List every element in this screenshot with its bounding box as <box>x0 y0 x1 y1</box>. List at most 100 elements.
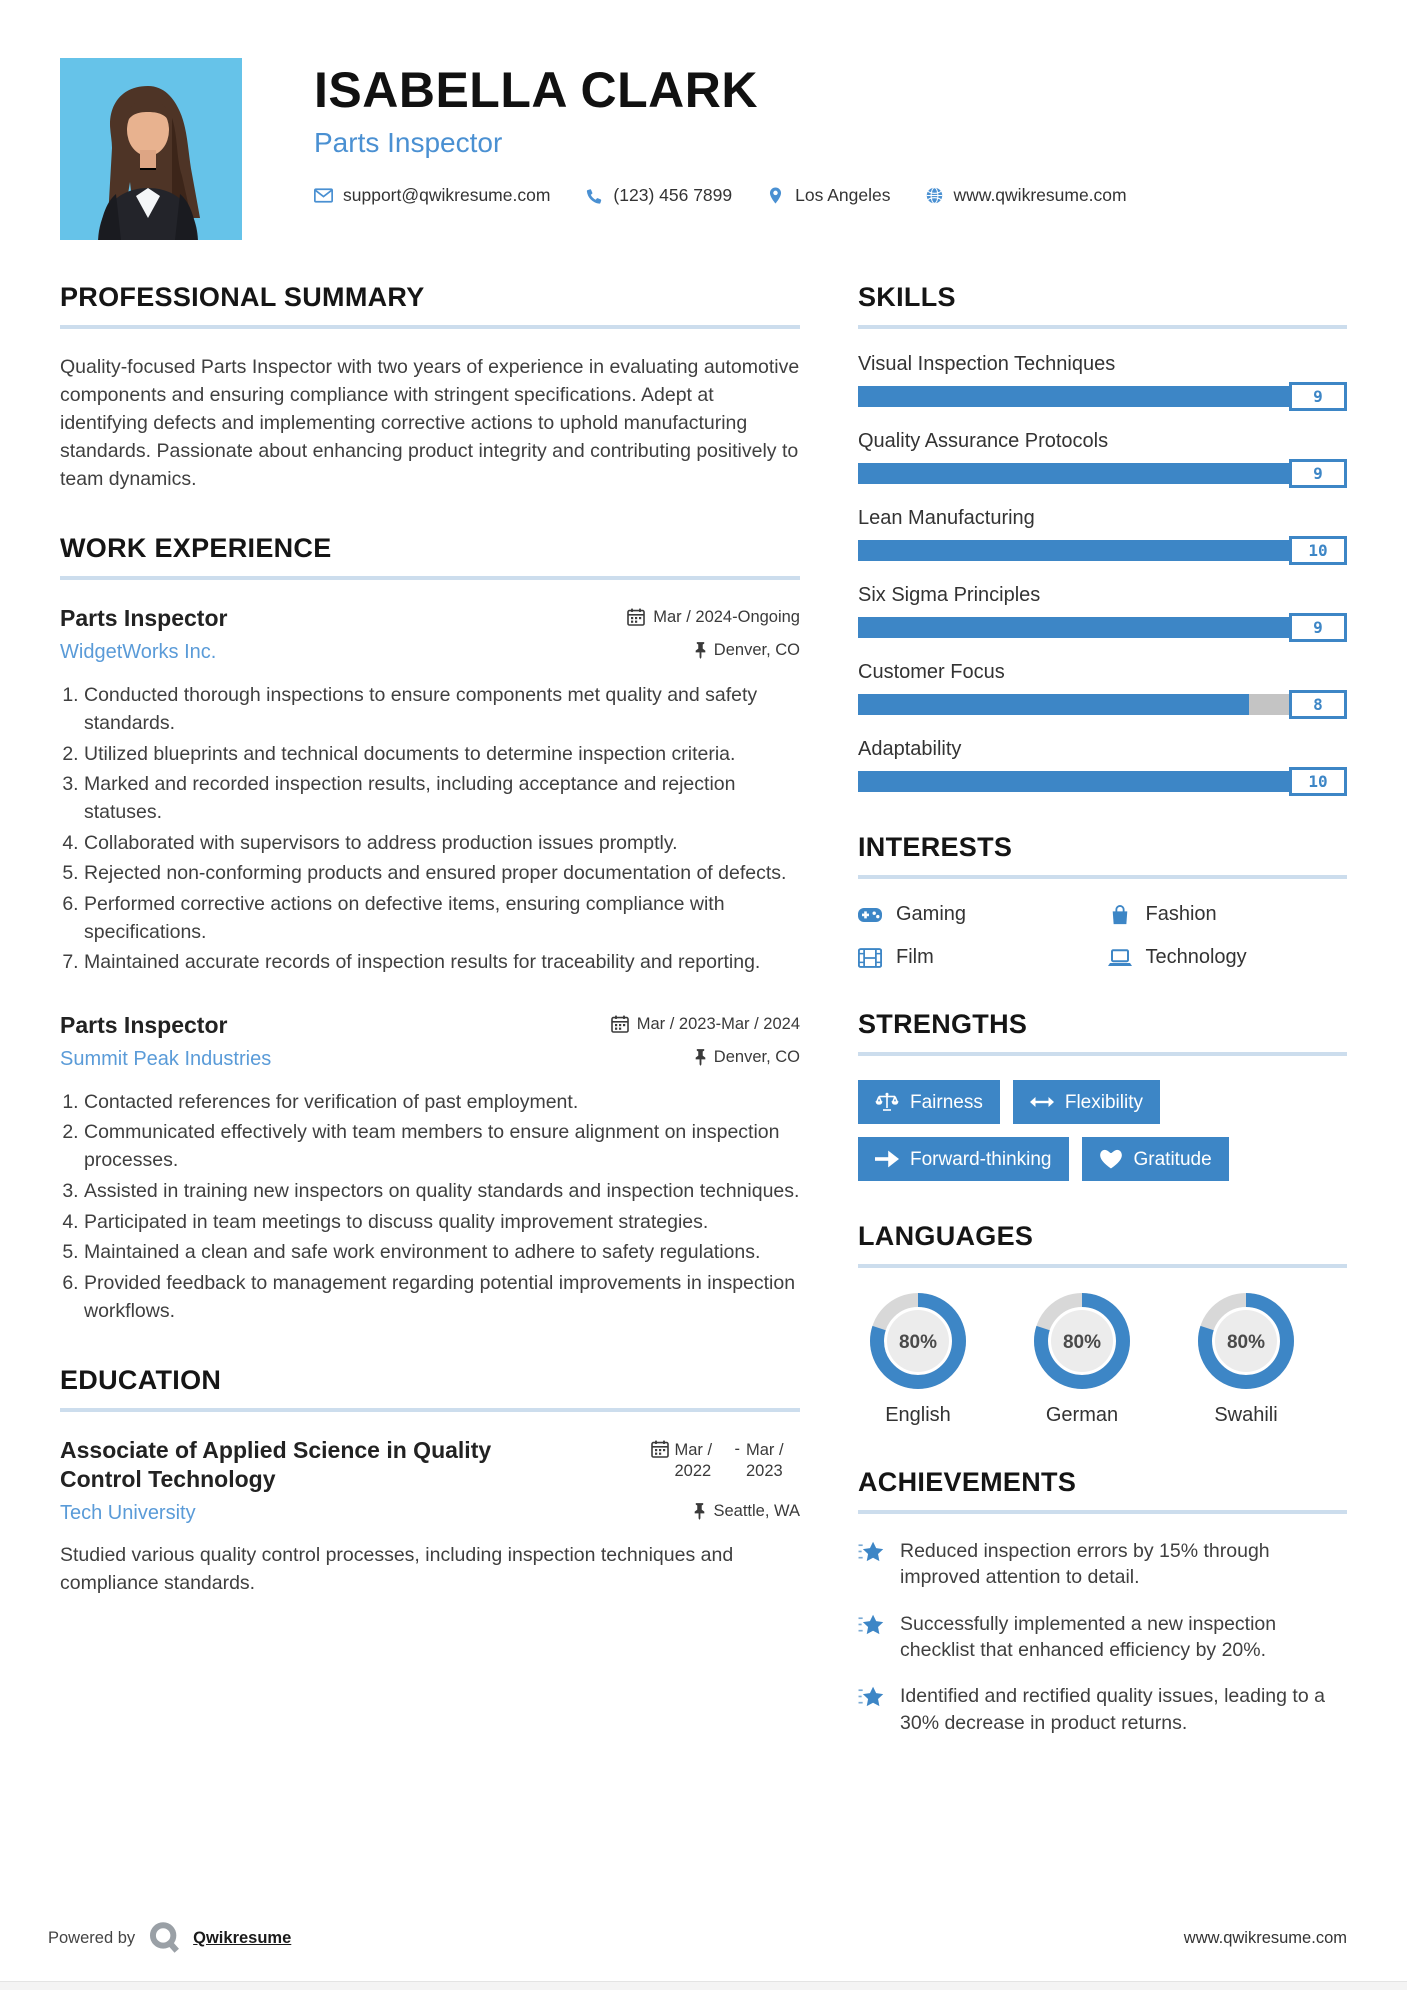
job-bullet: Contacted references for verification of… <box>84 1089 800 1117</box>
skill-label: Adaptability <box>858 738 962 760</box>
shopping-bag-icon <box>1108 905 1132 925</box>
left-column: PROFESSIONAL SUMMARY Quality-focused Par… <box>60 282 800 1637</box>
education-heading: EDUCATION <box>60 1365 800 1413</box>
language-percent: 80% <box>899 1332 937 1353</box>
job-date: Mar / 2024-Ongoing <box>627 604 800 627</box>
strengths-list: Fairness Flexibility Forward-thinking Gr… <box>858 1080 1347 1181</box>
skill-bar-fill <box>858 540 1347 561</box>
company-name[interactable]: Summit Peak Industries <box>60 1047 272 1070</box>
contact-text: support@qwikresume.com <box>343 184 551 205</box>
strength-label: Flexibility <box>1064 1091 1143 1113</box>
calendar-icon <box>651 1440 669 1458</box>
degree-title: Associate of Applied Science in Quality … <box>60 1437 492 1493</box>
skill-bar-fill <box>858 694 1250 715</box>
pushpin-icon <box>694 1049 707 1066</box>
job-bullet: Assisted in training new inspectors on q… <box>84 1178 800 1206</box>
skills-list: Visual Inspection Techniques 9 Quality A… <box>858 353 1347 796</box>
content-columns: PROFESSIONAL SUMMARY Quality-focused Par… <box>60 282 1347 1776</box>
summary-heading: PROFESSIONAL SUMMARY <box>60 282 800 329</box>
interest-item: Gaming <box>858 903 1098 926</box>
achievement-text: Reduced inspection errors by 15% through… <box>900 1540 1270 1589</box>
strength-badge: Forward-thinking <box>858 1137 1069 1181</box>
strength-label: Gratitude <box>1133 1148 1212 1170</box>
job-bullet: Provided feedback to management regardin… <box>84 1270 800 1325</box>
section-education: EDUCATION Associate of Applied Science i… <box>60 1365 800 1597</box>
language-donut-chart: 80% <box>870 1293 966 1389</box>
job-bullet: Maintained a clean and safe work environ… <box>84 1239 800 1267</box>
section-skills: SKILLS Visual Inspection Techniques 9 Qu… <box>858 282 1347 796</box>
language-label: English <box>885 1404 951 1426</box>
star-icon <box>858 1613 885 1638</box>
contact-text: (123) 456 7899 <box>613 184 733 205</box>
contact-item[interactable]: www.qwikresume.com <box>925 185 1127 206</box>
skill-label: Visual Inspection Techniques <box>858 353 1116 375</box>
skill-rating-badge: 9 <box>1289 459 1347 488</box>
job-location-text: Denver, CO <box>713 1047 800 1066</box>
summary-text: Quality-focused Parts Inspector with two… <box>60 356 800 491</box>
heart-icon <box>1099 1149 1123 1169</box>
arrow-right-icon <box>875 1149 899 1169</box>
skill-bar: 10 <box>858 536 1347 565</box>
job-date: Mar / 2023-Mar / 2024 <box>611 1011 800 1034</box>
section-work-experience: WORK EXPERIENCE Parts Inspector Mar / 20… <box>60 533 800 1325</box>
education-date-separator: - <box>734 1440 741 1459</box>
skill-rating-badge: 9 <box>1289 382 1347 411</box>
skill-rating-badge: 10 <box>1289 767 1347 796</box>
skill-bar: 9 <box>858 613 1347 642</box>
job-entry: Parts Inspector Mar / 2024-Ongoing Widge… <box>60 604 800 977</box>
skill-bar: 10 <box>858 767 1347 796</box>
job-bullet: Communicated effectively with team membe… <box>84 1119 800 1174</box>
education-entry: Associate of Applied Science in Quality … <box>60 1436 800 1597</box>
star-icon <box>858 1685 885 1710</box>
email-icon <box>314 187 333 204</box>
job-bullet: Maintained accurate records of inspectio… <box>84 949 800 977</box>
location-icon <box>766 187 785 204</box>
skill-label: Six Sigma Principles <box>858 584 1041 606</box>
education-location-text: Seattle, WA <box>713 1501 800 1520</box>
language-percent: 80% <box>1063 1332 1101 1353</box>
calendar-icon <box>627 608 645 626</box>
interest-item: Fashion <box>1108 903 1348 926</box>
work-heading: WORK EXPERIENCE <box>60 533 800 581</box>
qwikresume-link[interactable]: Qwikresume <box>193 1928 292 1947</box>
interest-item: Film <box>858 946 1098 969</box>
job-date-text: Mar / 2024-Ongoing <box>653 608 800 627</box>
job-title: Parts Inspector <box>60 605 228 632</box>
achievements-heading: ACHIEVEMENTS <box>858 1467 1347 1514</box>
education-location: Seattle, WA <box>693 1502 800 1521</box>
job-bullet: Marked and recorded inspection results, … <box>84 771 800 826</box>
job-bullet: Participated in team meetings to discuss… <box>84 1209 800 1237</box>
contact-item[interactable]: support@qwikresume.com <box>314 185 550 206</box>
footer-site-url[interactable]: www.qwikresume.com <box>1183 1928 1347 1947</box>
skill-rating-badge: 10 <box>1289 536 1347 565</box>
achievements-list: Reduced inspection errors by 15% through… <box>858 1538 1347 1736</box>
skill-bar-fill <box>858 463 1299 484</box>
contact-row: support@qwikresume.com (123) 456 7899 Lo… <box>314 185 1127 206</box>
school-name[interactable]: Tech University <box>60 1501 196 1524</box>
education-date-to: Mar / 2023 <box>746 1441 784 1480</box>
candidate-title: Parts Inspector <box>314 126 503 158</box>
phone-icon <box>584 187 603 204</box>
job-bullet: Utilized blueprints and technical docume… <box>84 741 800 769</box>
interest-label: Fashion <box>1145 903 1217 925</box>
skills-heading: SKILLS <box>858 282 1347 329</box>
section-interests: INTERESTS Gaming Fashion Film Technology <box>858 832 1347 969</box>
pushpin-icon <box>693 1503 706 1520</box>
section-achievements: ACHIEVEMENTS Reduced inspection errors b… <box>858 1467 1347 1736</box>
company-name[interactable]: WidgetWorks Inc. <box>60 641 217 664</box>
skill-bar-fill <box>858 386 1299 407</box>
language-percent: 80% <box>1227 1332 1265 1353</box>
job-bullet-list: Contacted references for verification of… <box>84 1089 800 1326</box>
contact-item[interactable]: Los Angeles <box>766 185 891 206</box>
skill-bar-fill <box>858 771 1347 792</box>
education-date-from: Mar / 2022 <box>674 1441 713 1480</box>
interest-label: Technology <box>1145 946 1247 968</box>
interest-item: Technology <box>1108 946 1348 969</box>
skill-bar: 9 <box>858 459 1347 488</box>
profile-photo-illustration <box>60 58 242 240</box>
skill-bar: 8 <box>858 690 1347 719</box>
contact-item[interactable]: (123) 456 7899 <box>584 185 732 206</box>
skill-item: Customer Focus 8 <box>858 661 1347 719</box>
strengths-heading: STRENGTHS <box>858 1009 1347 1056</box>
job-entry: Parts Inspector Mar / 2023-Mar / 2024 Su… <box>60 1011 800 1325</box>
